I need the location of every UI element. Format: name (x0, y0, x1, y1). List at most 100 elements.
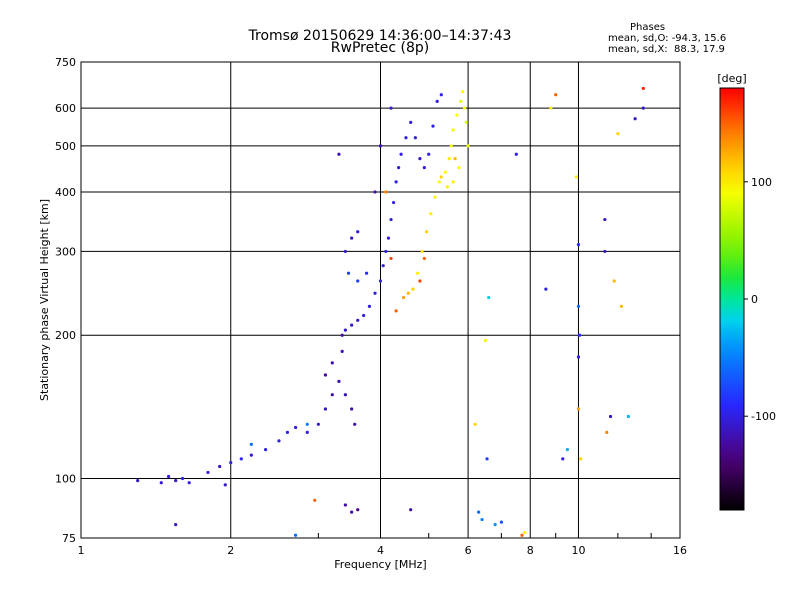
data-point (544, 287, 548, 291)
data-point (180, 476, 185, 481)
data-point (422, 256, 426, 261)
data-point (356, 279, 360, 283)
data-point (427, 152, 431, 156)
data-point (337, 152, 341, 156)
data-point (608, 414, 613, 419)
data-point (603, 249, 607, 254)
data-point (424, 230, 429, 234)
data-point (389, 217, 393, 222)
data-point (422, 166, 426, 170)
data-point (549, 106, 553, 110)
data-point (362, 313, 366, 318)
data-point (397, 166, 401, 170)
data-point (616, 132, 620, 136)
y-tick-label: 750 (55, 56, 76, 69)
data-point (305, 430, 309, 434)
data-point (356, 508, 360, 512)
data-point (356, 318, 360, 322)
data-point (350, 510, 354, 514)
data-point (391, 200, 396, 205)
colorbar-tick-label: 100 (751, 176, 772, 189)
data-point (612, 279, 616, 283)
data-point (350, 236, 354, 240)
data-point (373, 291, 377, 295)
x-tick-label: 1 (78, 544, 85, 557)
data-point (353, 422, 357, 426)
data-point (411, 287, 415, 291)
data-point (249, 453, 253, 457)
data-point (485, 457, 489, 461)
data-point (480, 517, 484, 522)
colorbar (719, 87, 745, 511)
data-point (206, 470, 210, 475)
y-tick-label: 100 (55, 473, 76, 486)
data-point (159, 481, 163, 485)
data-point (386, 236, 391, 240)
data-point (418, 157, 422, 161)
y-tick-label: 500 (55, 140, 76, 153)
x-tick-label: 6 (465, 544, 472, 557)
data-point (293, 425, 298, 430)
data-point (364, 271, 369, 275)
data-point (453, 157, 457, 161)
data-point (445, 185, 449, 189)
data-point (223, 483, 227, 487)
data-point (439, 93, 443, 97)
data-point (451, 180, 455, 184)
data-point (389, 256, 393, 261)
data-point (356, 230, 360, 234)
data-point (579, 457, 583, 461)
data-point (576, 407, 581, 411)
data-point (346, 271, 351, 275)
data-point (466, 144, 470, 148)
chart-subtitle: RwPretec (8p) (330, 40, 430, 56)
x-tick-label: 8 (527, 544, 534, 557)
data-point (381, 264, 385, 268)
data-point (443, 170, 447, 174)
data-point (378, 144, 383, 148)
y-tick-label: 400 (55, 186, 76, 199)
data-point (455, 113, 459, 117)
data-point (218, 464, 222, 469)
data-point (487, 295, 491, 300)
data-point (340, 333, 344, 337)
data-point (499, 520, 504, 524)
data-point (305, 422, 309, 426)
data-point (229, 461, 233, 465)
data-point (514, 152, 518, 156)
data-point (554, 93, 558, 97)
data-point (413, 136, 417, 140)
data-point (462, 106, 467, 110)
data-point (420, 249, 424, 254)
data-point (323, 373, 328, 377)
data-point (619, 304, 624, 308)
data-point (350, 323, 354, 327)
y-tick-label: 600 (55, 102, 76, 115)
data-point (565, 448, 569, 452)
data-point (187, 481, 191, 485)
data-point (577, 333, 582, 337)
data-point (330, 393, 334, 397)
data-point (437, 180, 441, 184)
data-point (409, 120, 413, 124)
data-point (633, 117, 637, 121)
data-point (343, 503, 347, 507)
data-point (174, 479, 178, 483)
data-point (136, 479, 140, 483)
data-point (464, 120, 468, 124)
x-axis-label: Frequency [MHz] (334, 558, 426, 571)
data-point (576, 355, 581, 359)
data-point (483, 338, 487, 343)
data-point (435, 99, 439, 103)
data-point (461, 89, 465, 94)
x-tick-label: 10 (571, 544, 585, 557)
data-point (493, 523, 497, 527)
y-tick-label: 300 (55, 245, 76, 258)
data-point (239, 457, 243, 461)
data-point (293, 533, 298, 537)
data-point (323, 407, 328, 411)
colorbar-tick-label: 0 (751, 293, 758, 306)
data-point (457, 166, 461, 170)
data-point (418, 279, 422, 283)
